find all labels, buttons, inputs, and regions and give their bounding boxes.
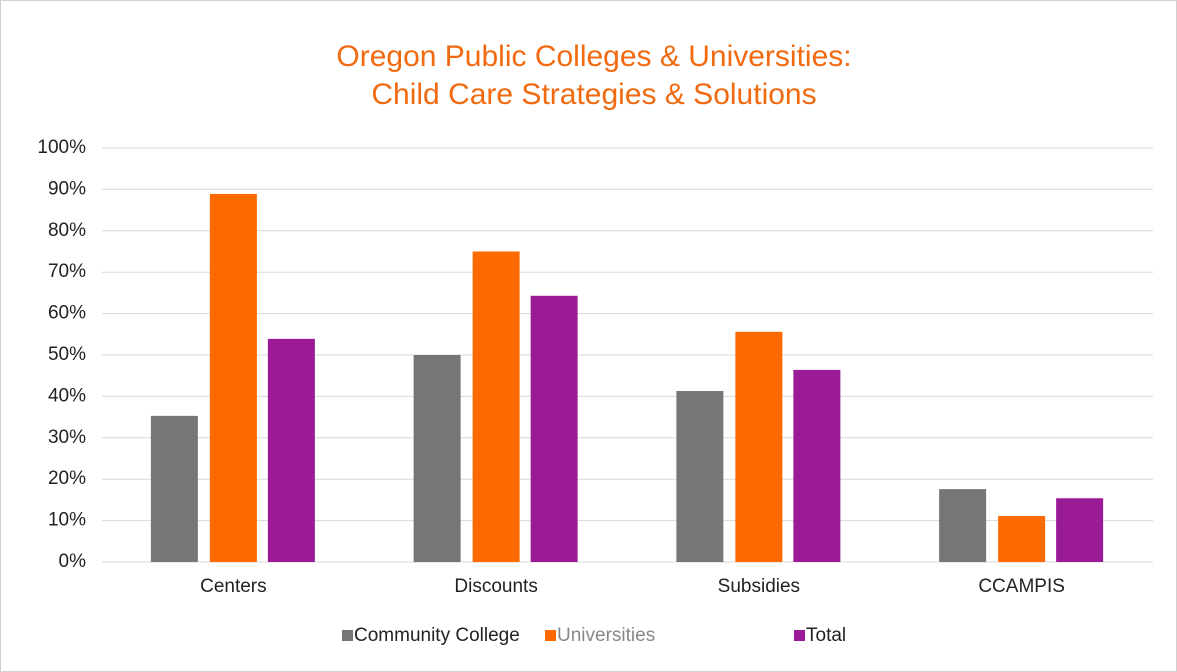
y-tick-label: 70% xyxy=(48,261,86,282)
legend-label: Universities xyxy=(557,625,655,646)
bar xyxy=(150,415,198,562)
chart-title: Child Care Strategies & Solutions xyxy=(371,78,816,111)
legend-marker xyxy=(794,630,805,641)
bar xyxy=(1056,498,1104,562)
y-tick-label: 30% xyxy=(48,427,86,448)
y-tick-label: 40% xyxy=(48,385,86,406)
y-tick-label: 60% xyxy=(48,303,86,324)
bar xyxy=(472,251,520,562)
bar xyxy=(413,355,461,562)
x-tick-label: CCAMPIS xyxy=(978,576,1065,597)
bar xyxy=(267,338,315,562)
legend-marker xyxy=(545,630,556,641)
legend-label: Total xyxy=(806,625,846,646)
bar xyxy=(676,391,724,562)
bar xyxy=(209,193,257,563)
x-tick-label: Discounts xyxy=(454,576,537,597)
legend-marker xyxy=(342,630,353,641)
x-tick-label: Centers xyxy=(200,576,267,597)
y-tick-label: 0% xyxy=(59,551,87,572)
x-tick-label: Subsidies xyxy=(718,576,800,597)
legend-label: Community College xyxy=(354,625,520,646)
bar xyxy=(998,516,1046,562)
chart-title: Oregon Public Colleges & Universities: xyxy=(336,40,851,73)
bar xyxy=(735,331,783,562)
y-tick-label: 90% xyxy=(48,178,86,199)
bar xyxy=(939,489,987,562)
y-tick-label: 100% xyxy=(37,137,86,158)
y-tick-label: 80% xyxy=(48,220,86,241)
y-tick-label: 10% xyxy=(48,510,86,531)
bar xyxy=(793,369,841,562)
bar xyxy=(530,295,578,562)
y-tick-label: 50% xyxy=(48,344,86,365)
y-tick-label: 20% xyxy=(48,468,86,489)
